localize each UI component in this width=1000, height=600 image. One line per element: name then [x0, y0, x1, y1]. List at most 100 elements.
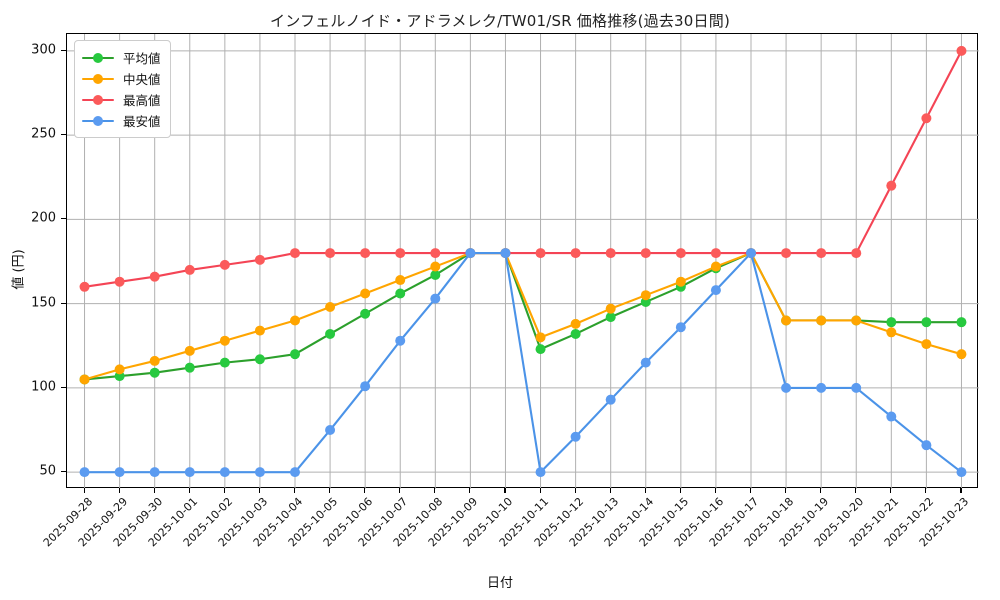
- series-line-2: [83, 49, 963, 288]
- data-point: [430, 261, 441, 272]
- data-point: [535, 332, 546, 343]
- legend-item-1[interactable]: 中央値: [82, 68, 161, 89]
- x-axis-label: 日付: [486, 576, 513, 591]
- data-point: [570, 318, 581, 329]
- data-point: [816, 382, 827, 393]
- data-point: [254, 354, 265, 365]
- data-point: [956, 317, 967, 328]
- data-point: [149, 367, 160, 378]
- data-point: [325, 425, 336, 436]
- data-point: [675, 276, 686, 287]
- x-tick-label: 2025-10-10: [461, 495, 516, 550]
- x-tick-label: 2025-10-18: [741, 495, 797, 550]
- data-point: [921, 113, 932, 124]
- x-tick-label: 2025-10-21: [847, 495, 902, 550]
- x-tick-label: 2025-10-12: [531, 495, 586, 550]
- data-point: [184, 264, 195, 275]
- data-point: [710, 248, 721, 259]
- y-tick-label: 250: [31, 126, 56, 142]
- data-point: [956, 467, 967, 478]
- data-point: [605, 248, 616, 259]
- data-point: [781, 382, 792, 393]
- plot-area: [66, 33, 979, 489]
- legend-label: 平均値: [123, 51, 161, 66]
- x-tick-label: 2025-10-20: [812, 495, 867, 550]
- data-point: [254, 325, 265, 336]
- data-point: [956, 45, 967, 56]
- x-tick-label: 2025-10-01: [145, 495, 200, 550]
- data-point: [290, 315, 300, 326]
- x-tick-label: 2025-10-08: [391, 495, 446, 550]
- data-point: [184, 467, 195, 478]
- data-point: [886, 411, 897, 422]
- data-point: [325, 302, 336, 312]
- data-point: [430, 293, 441, 304]
- legend-item-2[interactable]: 最高値: [82, 89, 161, 110]
- x-tick-label: 2025-10-07: [356, 495, 411, 550]
- data-point: [605, 394, 616, 405]
- data-point: [290, 349, 300, 360]
- data-point: [290, 248, 300, 259]
- y-tick-label: 300: [31, 42, 56, 58]
- data-point: [184, 345, 195, 356]
- data-point: [395, 248, 406, 259]
- x-tick-label: 2025-10-05: [285, 495, 341, 550]
- data-point: [816, 315, 827, 326]
- data-point: [570, 328, 581, 339]
- x-tick-label: 2025-10-11: [496, 495, 551, 550]
- data-point: [149, 355, 160, 366]
- x-tick-label: 2025-10-03: [215, 495, 271, 550]
- data-point: [114, 364, 125, 375]
- x-tick-label: 2025-10-04: [250, 495, 306, 550]
- data-point: [816, 248, 827, 259]
- data-point: [465, 248, 476, 259]
- data-point: [79, 374, 90, 385]
- grid-lines: [67, 34, 979, 489]
- data-point: [219, 335, 230, 346]
- data-point: [149, 271, 160, 282]
- data-point: [395, 288, 406, 299]
- data-point: [640, 357, 651, 368]
- data-point: [395, 335, 406, 346]
- x-tick-label: 2025-10-06: [320, 495, 376, 550]
- x-tick-label: 2025-10-17: [706, 495, 762, 550]
- legend-marker-icon: [82, 93, 114, 107]
- data-point: [710, 285, 721, 296]
- chart-title: インフェルノイド・アドラメレク/TW01/SR 価格推移(過去30日間): [270, 12, 730, 30]
- data-point: [640, 248, 651, 259]
- x-tick-label: 2025-10-22: [882, 495, 937, 550]
- data-point: [781, 248, 792, 259]
- legend-label: 最安値: [123, 114, 161, 129]
- data-point: [851, 248, 862, 259]
- legend-marker-icon: [82, 72, 114, 86]
- data-point: [851, 382, 862, 393]
- data-point: [781, 315, 792, 326]
- data-point: [921, 440, 932, 451]
- x-tick-label: 2025-10-09: [426, 495, 481, 550]
- legend-item-3[interactable]: 最安値: [82, 110, 161, 131]
- data-point: [114, 467, 125, 478]
- legend-marker-icon: [82, 114, 114, 128]
- data-series-layer: [79, 45, 967, 478]
- x-tick-label: 2025-10-02: [180, 495, 236, 550]
- y-axis-label: 値 (円): [11, 249, 27, 290]
- data-point: [851, 315, 862, 326]
- series-line-3: [83, 252, 963, 474]
- data-point: [605, 303, 616, 314]
- x-tick-label: 2025-10-15: [636, 495, 692, 550]
- data-point: [360, 248, 371, 259]
- data-point: [290, 467, 300, 478]
- data-point: [430, 269, 441, 280]
- data-point: [605, 312, 616, 323]
- x-tick-label: 2025-10-16: [671, 495, 727, 550]
- legend-item-0[interactable]: 平均値: [82, 47, 161, 68]
- data-point: [184, 362, 195, 373]
- legend-label: 最高値: [123, 93, 161, 108]
- chart-legend[interactable]: 平均値中央値最高値最安値: [74, 40, 171, 138]
- data-point: [254, 467, 265, 478]
- data-point: [675, 248, 686, 259]
- data-point: [886, 180, 897, 191]
- data-point: [570, 248, 581, 259]
- data-point: [570, 431, 581, 442]
- data-point: [535, 467, 546, 478]
